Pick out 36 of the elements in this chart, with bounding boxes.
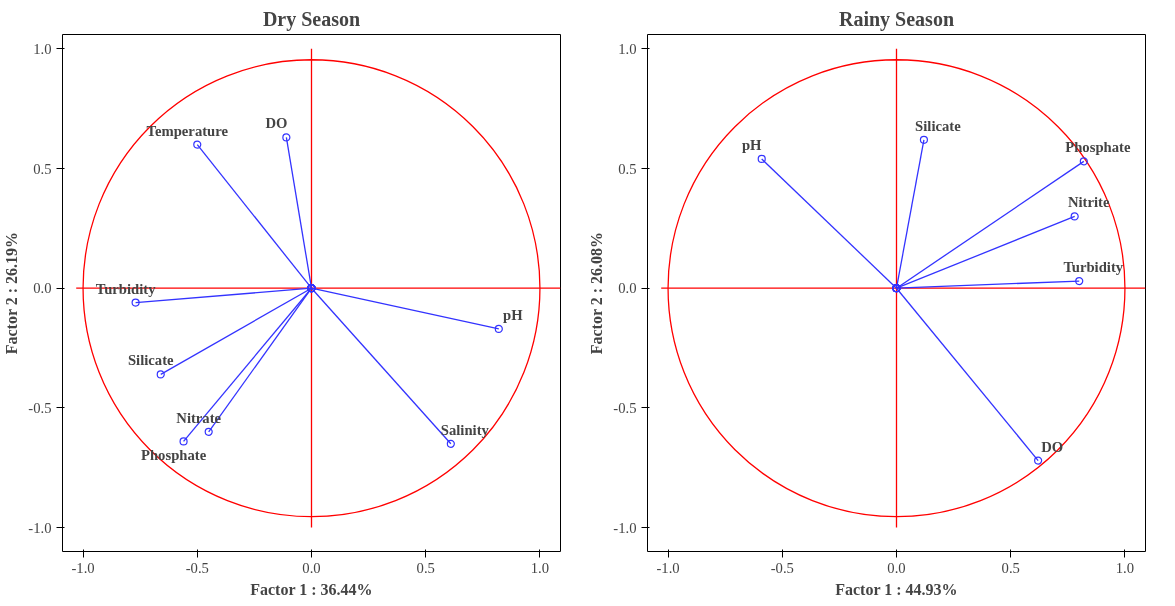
x-tick-label: -0.5 bbox=[770, 559, 794, 576]
series-label: Salinity bbox=[440, 421, 490, 438]
x-axis-title: Factor 1 : 36.44% bbox=[250, 580, 373, 598]
y-tick-label: 1.0 bbox=[618, 40, 637, 57]
chart-title: Rainy Season bbox=[838, 7, 955, 31]
series-label: DO bbox=[1041, 438, 1064, 455]
y-tick-label: 1.0 bbox=[33, 40, 52, 57]
y-tick-label: 0.0 bbox=[618, 280, 637, 297]
y-tick-label: -1.0 bbox=[613, 519, 637, 536]
series-label: Silicate bbox=[915, 117, 962, 134]
x-tick-label: 0.0 bbox=[302, 559, 321, 576]
x-tick-label: 1.0 bbox=[530, 559, 550, 576]
series-label: Silicate bbox=[127, 352, 175, 369]
x-tick-label: 1.0 bbox=[1115, 559, 1135, 576]
y-tick-label: 0.0 bbox=[33, 280, 52, 297]
series-label: DO bbox=[265, 115, 288, 132]
x-tick-label: -1.0 bbox=[656, 559, 680, 576]
x-tick-label: -1.0 bbox=[71, 559, 95, 576]
series-label: Temperature bbox=[146, 122, 229, 139]
series-label: Nitrite bbox=[1067, 194, 1110, 211]
series-label: Turbidity bbox=[1063, 259, 1124, 276]
y-tick-label: 0.5 bbox=[33, 160, 52, 177]
x-tick-label: 0.0 bbox=[887, 559, 906, 576]
y-tick-label: -0.5 bbox=[613, 399, 637, 416]
series-label: pH bbox=[503, 306, 524, 323]
y-tick-label: 0.5 bbox=[618, 160, 637, 177]
x-axis-title: Factor 1 : 44.93% bbox=[835, 580, 958, 598]
series-label: pH bbox=[741, 136, 763, 153]
x-tick-label: 0.5 bbox=[416, 559, 435, 576]
y-axis-title: Factor 2 : 26.19% bbox=[3, 231, 21, 355]
y-tick-label: -0.5 bbox=[28, 399, 52, 416]
x-tick-label: -0.5 bbox=[185, 559, 209, 576]
chart-title: Dry Season bbox=[262, 7, 361, 31]
y-axis-title: Factor 2 : 26.08% bbox=[588, 231, 606, 355]
x-tick-label: 0.5 bbox=[1001, 559, 1020, 576]
y-tick-label: -1.0 bbox=[28, 519, 52, 536]
